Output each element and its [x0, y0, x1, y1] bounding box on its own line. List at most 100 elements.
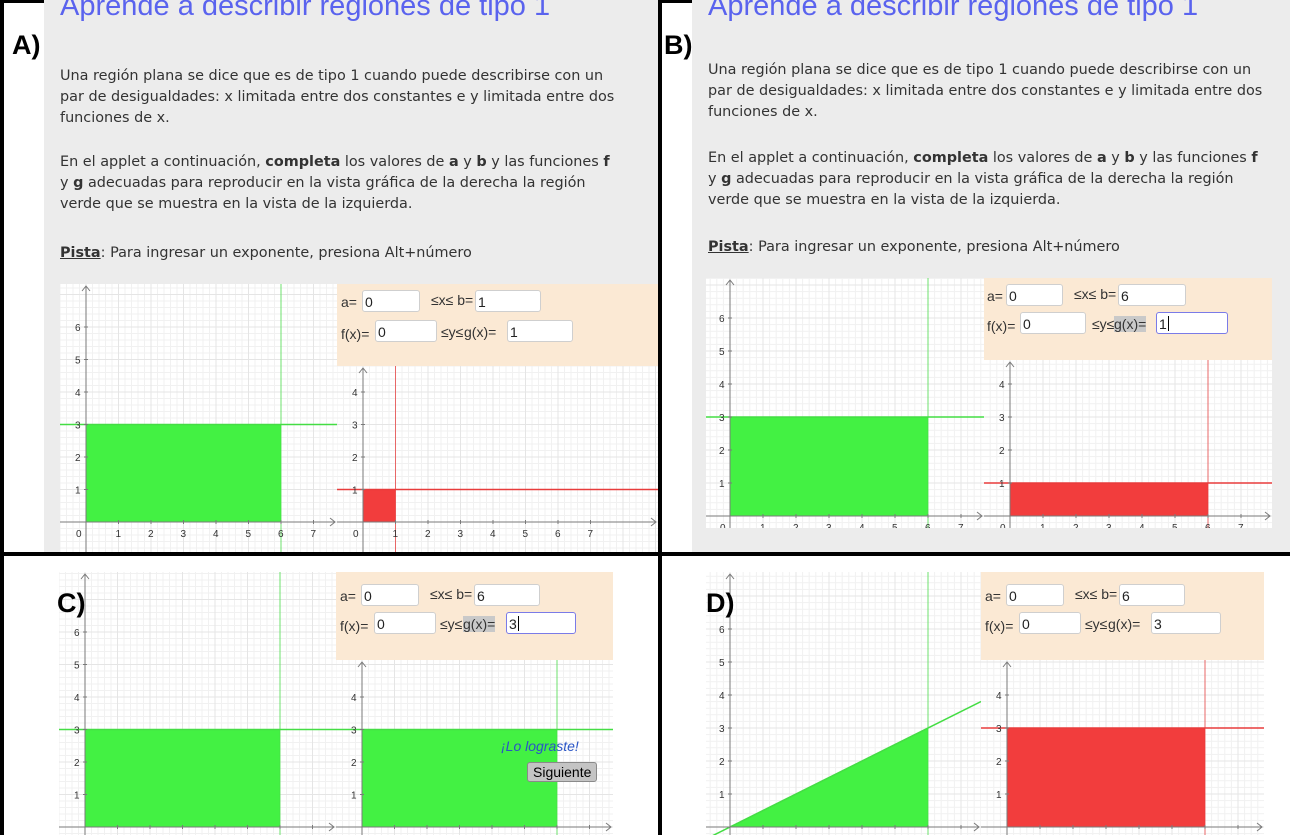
y-tick-label: 5 — [719, 347, 725, 358]
y-inequality-label: ≤y≤ — [1085, 616, 1108, 632]
text-caret — [1167, 316, 1169, 331]
y-tick-label: 1 — [719, 479, 725, 490]
b-input[interactable]: 6 — [1118, 284, 1186, 306]
lesson-paragraph-1: Una región plana se dice que es de tipo … — [708, 62, 1263, 120]
a-input[interactable]: 0 — [1006, 284, 1063, 306]
x-tick-label: 3 — [826, 523, 832, 528]
success-message: ¡Lo lograste! — [501, 738, 579, 754]
y-tick-label: 2 — [75, 453, 81, 464]
f-label: f(x)= — [340, 618, 369, 634]
y-tick-label: 3 — [75, 421, 81, 432]
y-tick-label: 4 — [74, 693, 80, 704]
x-axis-arrow — [1256, 822, 1263, 832]
a-input[interactable]: 0 — [362, 290, 420, 312]
x-tick-label: 4 — [490, 529, 496, 540]
g-input[interactable]: 1 — [507, 320, 573, 342]
y-tick-label: 4 — [719, 691, 725, 702]
y-axis-arrow — [357, 661, 367, 668]
x-inequality-label: ≤x≤ b= — [1074, 286, 1117, 302]
b-input[interactable]: 1 — [475, 290, 541, 312]
a-label: a= — [341, 294, 357, 310]
lesson-paragraph-2: En el applet a continuación, completa lo… — [708, 150, 1258, 208]
target-region — [86, 424, 281, 522]
f-label: f(x)= — [341, 326, 370, 342]
x-tick-label: 1 — [760, 523, 766, 528]
b-input[interactable]: 6 — [474, 584, 540, 606]
g-input[interactable]: 3 — [506, 612, 576, 634]
x-axis-arrow — [1264, 511, 1271, 521]
a-input[interactable]: 0 — [361, 584, 419, 606]
panel-label-b: B) — [664, 30, 693, 60]
panel-label-c: C) — [57, 588, 86, 618]
x-tick-label: 0 — [1000, 523, 1006, 528]
g-label: g(x)= — [1108, 616, 1141, 632]
x-tick-label: 1 — [116, 529, 122, 540]
graph-target-view: 0 1 2 3 4 5 6 7 1 2 3 4 5 6 — [60, 284, 337, 552]
y-axis-arrow — [1002, 661, 1012, 668]
panel-label-d: D) — [706, 588, 735, 618]
x-tick-label: 1 — [1040, 523, 1046, 528]
lesson-paragraph-2: En el applet a continuación, completa lo… — [60, 154, 610, 212]
panel-b: Aprende a describir regiones de tipo 1 U… — [692, 0, 1290, 552]
y-tick-label: 2 — [74, 758, 80, 769]
x-tick-label: 6 — [1205, 523, 1211, 528]
lesson-title: Aprende a describir regiones de tipo 1 — [708, 0, 1199, 22]
y-inequality-label: ≤y≤ — [440, 616, 463, 632]
y-tick-label: 5 — [719, 658, 725, 669]
g-input[interactable]: 1 — [1156, 312, 1228, 334]
f-input[interactable]: 0 — [1020, 312, 1086, 334]
user-region — [1010, 483, 1208, 516]
x-tick-label: 7 — [958, 523, 964, 528]
lesson-hint: Pista: Para ingresar un exponente, presi… — [708, 239, 1120, 255]
graph-target-view: 0 1 2 3 4 5 6 7 1 2 3 4 5 6 — [706, 278, 984, 528]
user-region — [1007, 728, 1205, 827]
x-axis-arrow — [976, 511, 983, 521]
f-input[interactable]: 0 — [374, 612, 436, 634]
y-tick-label: 1 — [999, 479, 1005, 490]
x-tick-label: 0 — [720, 523, 726, 528]
x-tick-label: 2 — [425, 529, 431, 540]
y-tick-label: 4 — [996, 691, 1002, 702]
inputs-panel: a= 0 ≤x≤ b= 6 f(x)= 0 ≤y≤ g(x)= 3 — [981, 572, 1264, 660]
text-caret — [517, 616, 519, 631]
target-region — [85, 729, 280, 827]
x-tick-label: 1 — [393, 529, 399, 540]
y-tick-label: 1 — [351, 791, 357, 802]
next-button[interactable]: Siguiente — [527, 762, 598, 782]
y-tick-label: 1 — [74, 791, 80, 802]
a-label: a= — [340, 588, 356, 604]
x-tick-label: 0 — [353, 529, 359, 540]
applet[interactable]: 0 1 2 3 4 5 6 7 1 2 3 4 5 6 a= 0 ≤x≤ b= 1 f(x)= 0 ≤y≤… — [60, 284, 658, 552]
x-axis-arrow — [973, 822, 980, 832]
a-input[interactable]: 0 — [1006, 584, 1064, 606]
function-line — [712, 700, 981, 835]
y-tick-label: 6 — [719, 314, 725, 325]
y-axis-arrow — [358, 367, 368, 374]
y-tick-label: 6 — [719, 625, 725, 636]
f-input[interactable]: 0 — [1019, 612, 1081, 634]
f-input[interactable]: 0 — [375, 320, 437, 342]
x-tick-label: 6 — [555, 529, 561, 540]
panel-a: Aprende a describir regiones de tipo 1 U… — [44, 0, 658, 552]
y-tick-label: 3 — [996, 724, 1002, 735]
x-tick-label: 4 — [213, 529, 219, 540]
y-tick-label: 5 — [74, 661, 80, 672]
a-label: a= — [985, 588, 1001, 604]
b-input[interactable]: 6 — [1119, 584, 1185, 606]
x-tick-label: 5 — [523, 529, 529, 540]
x-axis-arrow — [605, 822, 612, 832]
y-tick-label: 3 — [352, 421, 358, 432]
x-tick-label: 7 — [588, 529, 594, 540]
y-tick-label: 3 — [719, 724, 725, 735]
y-tick-label: 4 — [719, 380, 725, 391]
g-input[interactable]: 3 — [1151, 612, 1221, 634]
f-label: f(x)= — [985, 618, 1014, 634]
x-tick-label: 6 — [925, 523, 931, 528]
y-tick-label: 2 — [996, 757, 1002, 768]
x-tick-label: 2 — [1073, 523, 1079, 528]
